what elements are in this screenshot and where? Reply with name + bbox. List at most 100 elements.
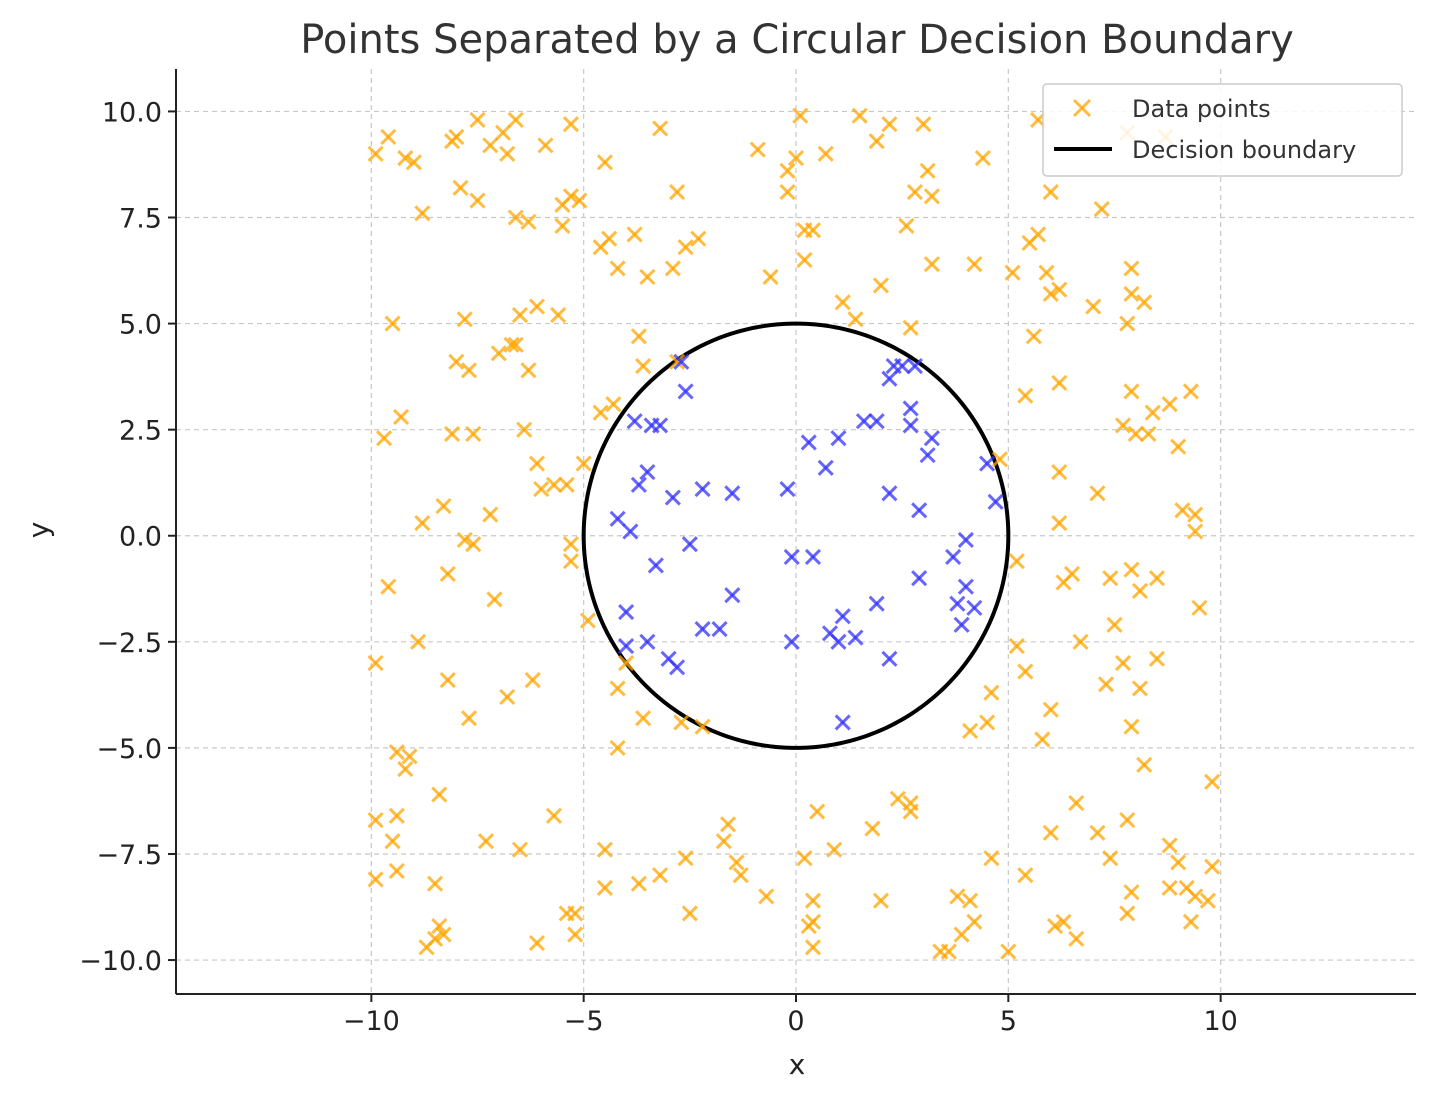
data-point-orange bbox=[626, 226, 643, 243]
data-point-blue bbox=[664, 489, 681, 506]
data-point-orange bbox=[694, 718, 711, 735]
data-point-orange bbox=[545, 807, 563, 824]
data-point-blue bbox=[945, 548, 962, 566]
data-point-orange bbox=[456, 531, 473, 549]
data-point-blue bbox=[622, 523, 639, 540]
x-tick-label: −5 bbox=[564, 1006, 604, 1037]
data-point-blue bbox=[830, 430, 847, 447]
data-point-orange bbox=[1114, 417, 1132, 434]
data-point-orange bbox=[1017, 387, 1034, 404]
data-point-orange bbox=[511, 307, 529, 324]
data-point-orange bbox=[528, 455, 546, 472]
data-point-orange bbox=[1187, 888, 1204, 905]
data-point-orange bbox=[669, 353, 686, 370]
data-point-blue bbox=[957, 578, 974, 595]
data-point-orange bbox=[1055, 913, 1072, 930]
data-point-blue bbox=[681, 536, 698, 553]
data-point-blue bbox=[783, 633, 800, 650]
chart-title: Points Separated by a Circular Decision … bbox=[300, 17, 1294, 63]
data-point-orange bbox=[983, 850, 1000, 867]
data-point-orange bbox=[872, 277, 889, 294]
data-point-orange bbox=[431, 918, 448, 935]
data-point-orange bbox=[397, 150, 414, 167]
data-point-orange bbox=[1042, 701, 1059, 718]
data-point-blue bbox=[673, 353, 690, 370]
data-point-blue bbox=[711, 621, 728, 638]
data-point-orange bbox=[596, 879, 613, 896]
data-point-orange bbox=[1008, 638, 1025, 655]
data-point-orange bbox=[465, 425, 482, 442]
data-point-orange bbox=[1161, 396, 1178, 413]
data-point-blue bbox=[694, 481, 711, 498]
data-point-orange bbox=[567, 905, 584, 922]
data-point-orange bbox=[524, 671, 541, 689]
data-point-orange bbox=[537, 137, 554, 154]
data-point-orange bbox=[966, 256, 983, 273]
data-point-orange bbox=[460, 710, 478, 727]
data-point-orange bbox=[575, 455, 592, 472]
data-point-orange bbox=[609, 260, 626, 277]
data-point-blue bbox=[881, 650, 898, 667]
data-point-orange bbox=[409, 633, 427, 650]
data-point-orange bbox=[991, 451, 1008, 468]
data-point-orange bbox=[1170, 854, 1187, 871]
data-point-orange bbox=[1204, 773, 1221, 790]
data-point-orange bbox=[507, 111, 524, 128]
data-point-blue bbox=[652, 417, 669, 434]
data-point-orange bbox=[1068, 794, 1085, 812]
data-point-orange bbox=[851, 107, 868, 124]
data-point-orange bbox=[1131, 680, 1149, 697]
data-point-orange bbox=[448, 353, 465, 370]
data-point-orange bbox=[779, 183, 796, 201]
data-point-orange bbox=[1127, 425, 1144, 442]
data-point-blue bbox=[966, 599, 983, 616]
data-point-orange bbox=[664, 260, 681, 277]
data-point-orange bbox=[499, 145, 516, 162]
data-point-orange bbox=[1119, 811, 1136, 829]
data-point-blue bbox=[783, 548, 800, 566]
decision-boundary-circle bbox=[581, 321, 1011, 750]
data-point-blue bbox=[639, 633, 656, 650]
legend-label-decision-boundary: Decision boundary bbox=[1132, 136, 1356, 164]
data-point-orange bbox=[380, 128, 397, 145]
data-point-blue bbox=[987, 493, 1004, 510]
data-point-orange bbox=[562, 536, 579, 553]
data-point-orange bbox=[1089, 485, 1106, 502]
y-tick-label: 0.0 bbox=[119, 522, 162, 553]
data-point-blue bbox=[694, 621, 711, 638]
data-point-orange bbox=[681, 905, 698, 922]
data-point-orange bbox=[630, 875, 647, 892]
data-point-orange bbox=[635, 710, 652, 727]
data-point-blue bbox=[923, 430, 940, 447]
y-tick-label: −7.5 bbox=[96, 840, 162, 871]
data-point-blue bbox=[868, 413, 885, 430]
data-point-orange bbox=[545, 476, 563, 493]
data-point-blue bbox=[979, 455, 996, 472]
data-point-orange bbox=[1123, 884, 1140, 901]
x-tick-label: −10 bbox=[343, 1006, 400, 1037]
data-point-orange bbox=[1029, 226, 1047, 243]
data-point-orange bbox=[405, 154, 422, 171]
data-point-orange bbox=[923, 188, 940, 205]
data-point-orange bbox=[448, 128, 465, 145]
data-point-orange bbox=[456, 311, 473, 328]
data-point-orange bbox=[889, 790, 906, 807]
data-point-orange bbox=[605, 396, 622, 413]
data-point-orange bbox=[579, 612, 596, 629]
data-point-orange bbox=[414, 514, 431, 532]
data-point-orange bbox=[1182, 913, 1199, 930]
data-point-orange bbox=[635, 357, 652, 375]
data-point-orange bbox=[983, 684, 1000, 701]
data-point-orange bbox=[431, 786, 448, 803]
data-point-orange bbox=[376, 430, 393, 447]
data-point-orange bbox=[393, 408, 410, 425]
data-point-orange bbox=[465, 536, 482, 553]
data-point-orange bbox=[533, 481, 550, 498]
data-point-orange bbox=[949, 888, 966, 905]
data-point-orange bbox=[439, 671, 456, 689]
data-point-orange bbox=[401, 748, 418, 765]
data-point-orange bbox=[469, 192, 486, 209]
data-point-orange bbox=[669, 183, 686, 201]
data-point-orange bbox=[1136, 756, 1153, 773]
data-point-orange bbox=[715, 833, 732, 850]
